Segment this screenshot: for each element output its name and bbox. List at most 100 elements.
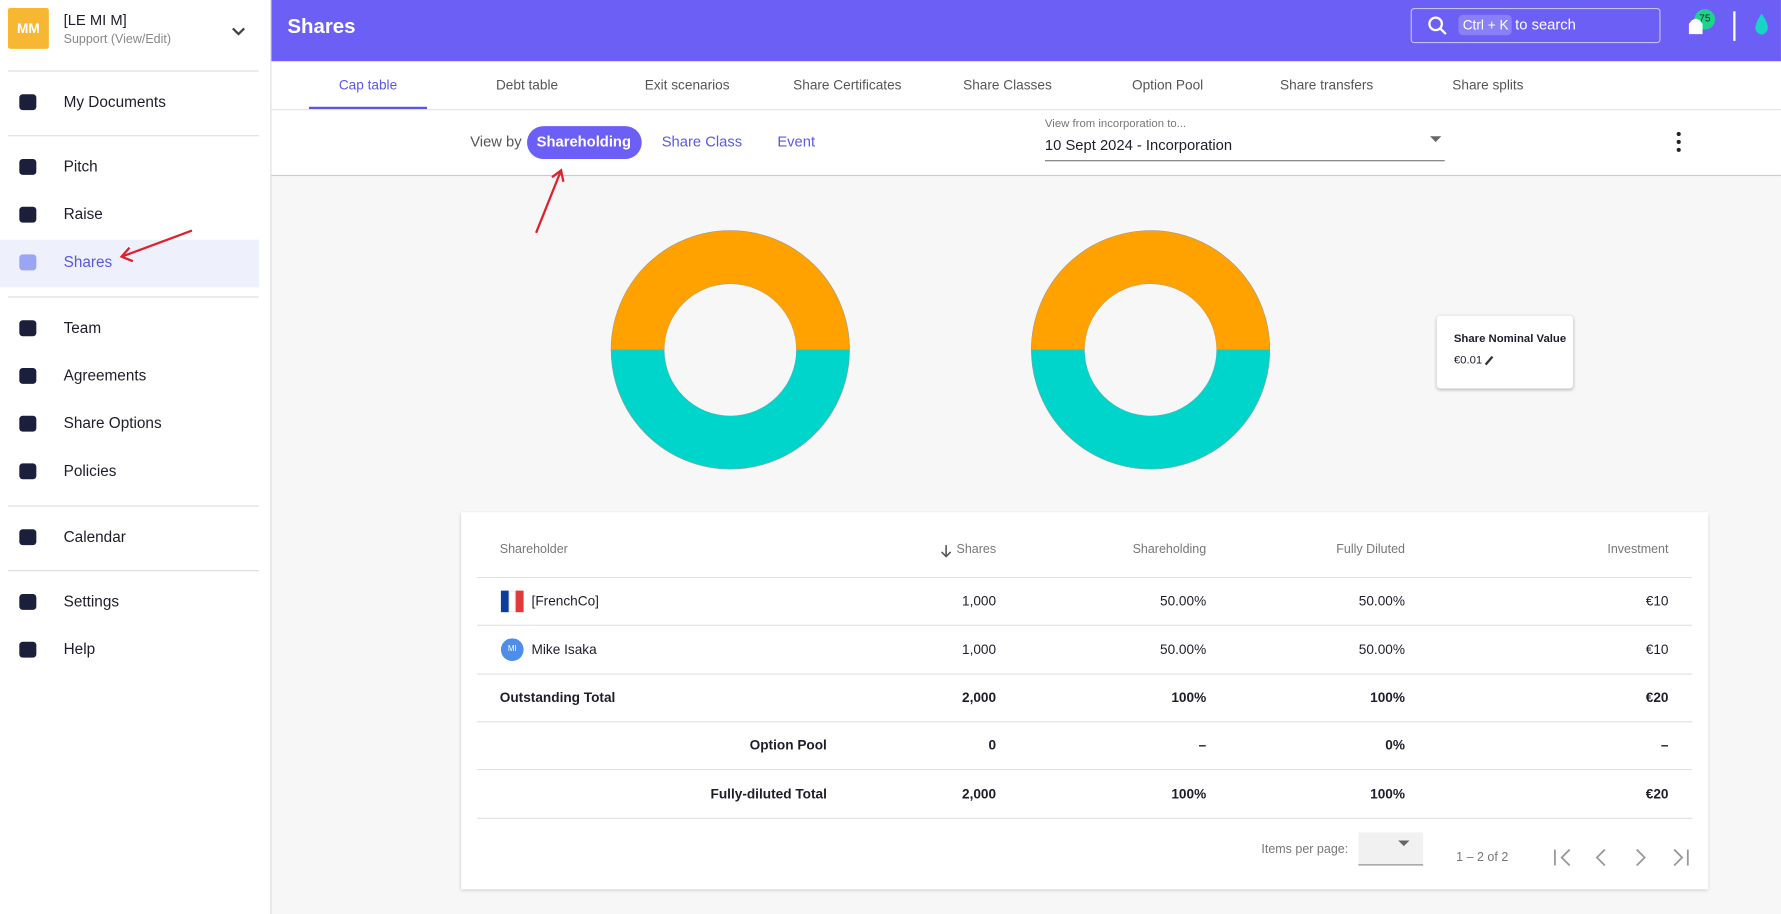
donut-segment bbox=[610, 349, 850, 470]
view-by-label: View by bbox=[470, 132, 522, 150]
search-placeholder: to search bbox=[1515, 15, 1576, 33]
column-header[interactable]: Shares bbox=[956, 542, 997, 557]
select-label: View from incorporation to... bbox=[1044, 118, 1187, 131]
tab[interactable]: Share Classes bbox=[963, 77, 1052, 94]
donut-label: Fully Diluted bbox=[1109, 340, 1192, 358]
nav-divider bbox=[7, 70, 259, 72]
nav-item[interactable]: Pitch bbox=[63, 157, 98, 175]
org-avatar bbox=[7, 7, 49, 49]
page-size-field bbox=[1358, 832, 1424, 866]
tab[interactable]: Share transfers bbox=[1280, 77, 1374, 94]
cell: 100% bbox=[1171, 785, 1207, 802]
cell: 1,000 bbox=[961, 641, 997, 658]
tab[interactable]: Cap table bbox=[338, 77, 398, 94]
org-role: Support (View/Edit) bbox=[63, 32, 172, 47]
nominal-card bbox=[1436, 315, 1574, 389]
column-header[interactable]: Shareholding bbox=[1132, 542, 1207, 557]
sidebar bbox=[0, 0, 272, 914]
column-header[interactable]: Shareholder bbox=[499, 542, 568, 557]
notification-count: 75 bbox=[1699, 12, 1711, 24]
tab-bar bbox=[271, 61, 1781, 177]
search-box[interactable] bbox=[1410, 7, 1661, 44]
cell: €20 bbox=[1645, 689, 1669, 706]
donut-segment bbox=[610, 230, 850, 351]
nav-item[interactable]: Calendar bbox=[63, 528, 126, 546]
annotation-arrow bbox=[535, 168, 565, 234]
total-label: Option Pool bbox=[749, 737, 827, 754]
cell: 50.00% bbox=[1358, 641, 1405, 658]
shareholder-name[interactable]: Mike Isaka bbox=[531, 641, 597, 658]
cell: 2,000 bbox=[961, 785, 997, 802]
header-bar bbox=[271, 0, 1781, 62]
nav-divider bbox=[7, 135, 259, 137]
flag-white bbox=[508, 590, 516, 613]
nav-item[interactable]: My Documents bbox=[63, 93, 166, 111]
page-title: Shares bbox=[287, 14, 356, 38]
cell: 0% bbox=[1385, 737, 1405, 754]
row-divider bbox=[477, 721, 1693, 723]
view-option[interactable]: Share Class bbox=[661, 132, 743, 150]
tab[interactable]: Share splits bbox=[1452, 77, 1524, 94]
nav-item[interactable]: Shares bbox=[63, 253, 113, 271]
table-card bbox=[461, 512, 1709, 890]
donut-label: Shareholding bbox=[686, 340, 774, 358]
nav-divider bbox=[7, 296, 259, 298]
cell: 0 bbox=[988, 737, 997, 754]
tab[interactable]: Exit scenarios bbox=[644, 77, 730, 94]
cell: 100% bbox=[1171, 689, 1207, 706]
column-header[interactable]: Investment bbox=[1607, 542, 1669, 557]
total-label: Fully-diluted Total bbox=[710, 785, 827, 802]
header-sep bbox=[1733, 11, 1736, 41]
nav-divider bbox=[7, 505, 259, 507]
page-size-label: Items per page: bbox=[1261, 842, 1349, 857]
nav-item[interactable]: Settings bbox=[63, 592, 120, 610]
nav-item[interactable]: Team bbox=[63, 319, 102, 337]
avatar-initials: MI bbox=[507, 645, 517, 654]
nav-item[interactable]: Share Options bbox=[63, 414, 162, 432]
nav-item[interactable]: Help bbox=[63, 640, 96, 658]
cell: 1,000 bbox=[961, 592, 997, 609]
tab-divider bbox=[271, 109, 1781, 111]
cell: €10 bbox=[1645, 641, 1669, 658]
cell: 2,000 bbox=[961, 689, 997, 706]
row-divider bbox=[477, 768, 1693, 771]
nav-item[interactable]: Policies bbox=[63, 462, 117, 480]
donut-segment bbox=[1031, 230, 1271, 351]
nav-active bbox=[0, 239, 259, 288]
row-divider bbox=[477, 624, 1693, 626]
view-option[interactable]: Shareholding bbox=[536, 132, 631, 150]
nav-divider bbox=[7, 570, 259, 572]
tab[interactable]: Share Certificates bbox=[793, 77, 902, 94]
cell: 50.00% bbox=[1358, 592, 1405, 609]
tab[interactable]: Option Pool bbox=[1131, 77, 1204, 94]
search-shortcut: Ctrl + K bbox=[1462, 17, 1509, 33]
row-divider bbox=[477, 673, 1693, 675]
nav-item[interactable]: Raise bbox=[63, 205, 103, 223]
view-option[interactable]: Event bbox=[777, 132, 816, 150]
nominal-title: Share Nominal Value bbox=[1453, 332, 1567, 346]
row-divider bbox=[477, 576, 1693, 579]
tab[interactable]: Debt table bbox=[495, 77, 559, 94]
select-underline bbox=[1044, 160, 1445, 162]
cell: €20 bbox=[1645, 785, 1669, 802]
donut-segment bbox=[1031, 349, 1271, 470]
view-pill[interactable] bbox=[527, 126, 642, 160]
cell: 100% bbox=[1370, 689, 1405, 706]
flag-red bbox=[515, 590, 524, 613]
cell: 100% bbox=[1370, 785, 1405, 802]
column-header[interactable]: Fully Diluted bbox=[1336, 542, 1405, 557]
cell: 50.00% bbox=[1159, 641, 1207, 658]
row-divider bbox=[477, 817, 1693, 819]
shareholder-name[interactable]: [FrenchCo] bbox=[531, 592, 599, 609]
avatar-initials: MM bbox=[17, 20, 40, 37]
org-name: [LE MI M] bbox=[63, 11, 127, 29]
select-value[interactable]: 10 Sept 2024 - Incorporation bbox=[1044, 136, 1233, 154]
cell: 50.00% bbox=[1159, 592, 1207, 609]
cell: €10 bbox=[1645, 592, 1669, 609]
page-range: 1 – 2 of 2 bbox=[1456, 850, 1509, 865]
tab-indicator bbox=[308, 106, 428, 110]
nominal-value: €0.01 bbox=[1453, 354, 1483, 367]
nav-item[interactable]: Agreements bbox=[63, 366, 147, 384]
